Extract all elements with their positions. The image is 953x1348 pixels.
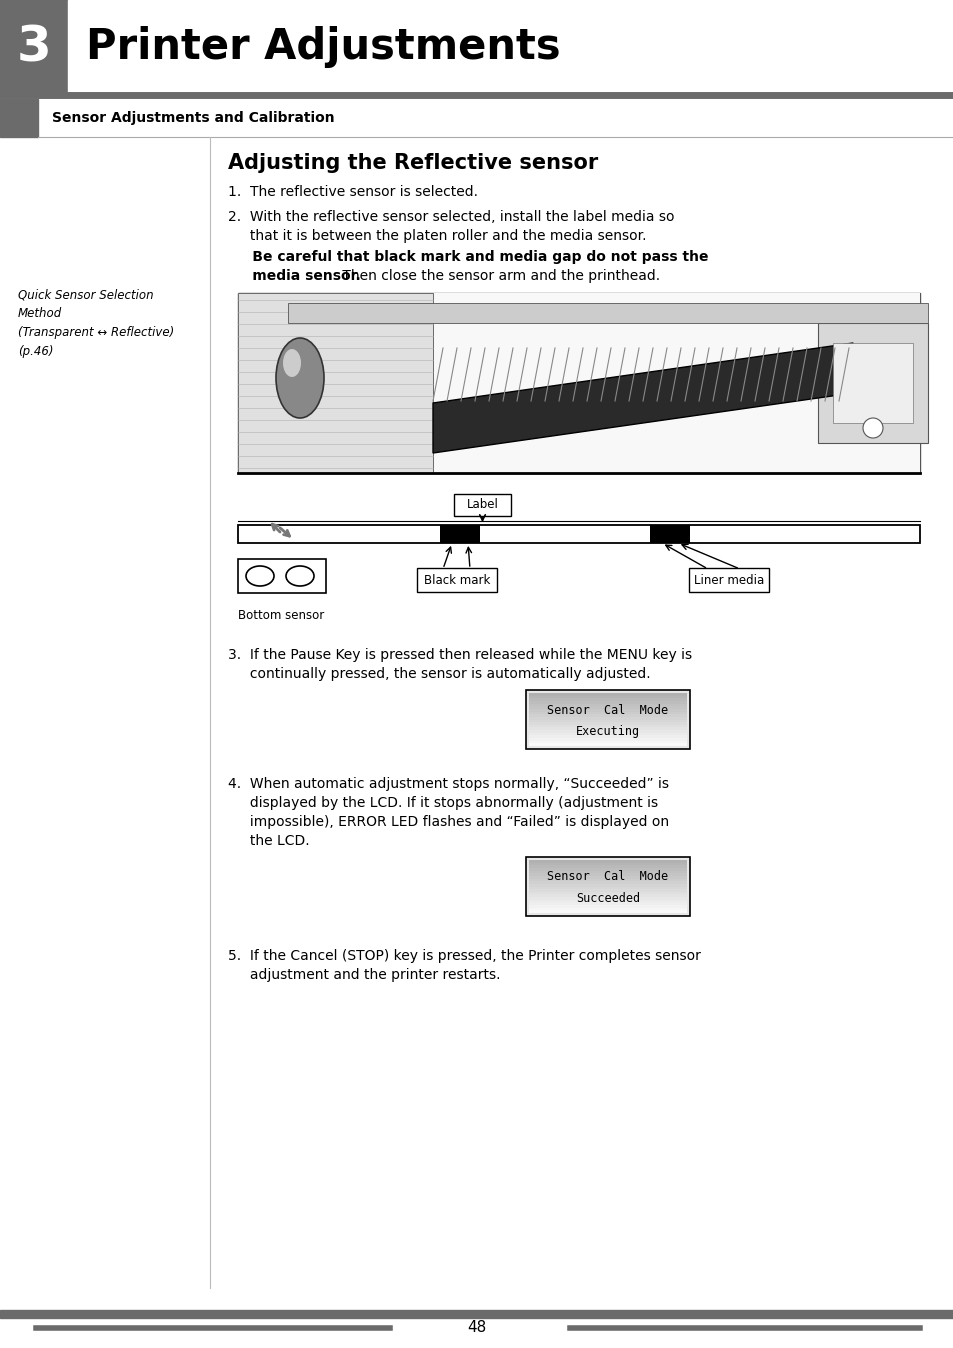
Text: Then close the sensor arm and the printhead.: Then close the sensor arm and the printh… xyxy=(337,268,659,283)
Text: 1.  The reflective sensor is selected.: 1. The reflective sensor is selected. xyxy=(228,185,477,200)
Bar xyxy=(0,98,38,137)
Bar xyxy=(529,701,686,704)
Text: Quick Sensor Selection
Method
(Transparent ↔ Reflective)
(p.46): Quick Sensor Selection Method (Transpare… xyxy=(18,288,174,359)
Text: Executing: Executing xyxy=(576,724,639,737)
Bar xyxy=(529,871,686,874)
Ellipse shape xyxy=(283,349,301,377)
Text: continually pressed, the sensor is automatically adjusted.: continually pressed, the sensor is autom… xyxy=(228,667,650,681)
Text: the LCD.: the LCD. xyxy=(228,834,310,848)
Bar xyxy=(529,740,686,743)
Text: 4.  When automatic adjustment stops normally, “Succeeded” is: 4. When automatic adjustment stops norma… xyxy=(228,776,668,791)
Bar xyxy=(237,293,919,473)
Polygon shape xyxy=(433,342,852,453)
Ellipse shape xyxy=(286,566,314,586)
Bar xyxy=(529,723,686,725)
Text: Printer Adjustments: Printer Adjustments xyxy=(86,27,560,69)
Bar xyxy=(529,698,686,701)
Bar xyxy=(529,725,686,728)
Bar xyxy=(529,865,686,868)
Text: Sensor  Cal  Mode: Sensor Cal Mode xyxy=(547,871,668,883)
Bar xyxy=(529,731,686,733)
Text: 5.  If the Cancel (STOP) key is pressed, the Printer completes sensor: 5. If the Cancel (STOP) key is pressed, … xyxy=(228,949,700,962)
Text: Adjusting the Reflective sensor: Adjusting the Reflective sensor xyxy=(228,154,598,173)
Bar xyxy=(237,293,433,473)
Text: 48: 48 xyxy=(467,1321,486,1336)
Text: Black mark: Black mark xyxy=(423,573,490,586)
FancyBboxPatch shape xyxy=(688,568,768,592)
Bar xyxy=(529,712,686,714)
Bar xyxy=(529,884,686,887)
Text: Label: Label xyxy=(466,499,497,511)
Text: adjustment and the printer restarts.: adjustment and the printer restarts. xyxy=(228,968,500,981)
Bar xyxy=(529,717,686,720)
Bar xyxy=(529,892,686,895)
Bar xyxy=(529,720,686,723)
Bar xyxy=(817,324,927,443)
Bar xyxy=(529,736,686,739)
Bar xyxy=(529,743,686,745)
Bar xyxy=(529,704,686,706)
Bar xyxy=(529,890,686,892)
Text: Succeeded: Succeeded xyxy=(576,891,639,905)
Bar xyxy=(529,868,686,871)
Bar xyxy=(529,863,686,865)
Bar xyxy=(529,714,686,717)
Text: 3.  If the Pause Key is pressed then released while the MENU key is: 3. If the Pause Key is pressed then rele… xyxy=(228,648,691,662)
Text: media sensor.: media sensor. xyxy=(228,268,360,283)
FancyBboxPatch shape xyxy=(525,690,689,749)
Bar xyxy=(529,898,686,899)
Text: impossible), ERROR LED flashes and “Failed” is displayed on: impossible), ERROR LED flashes and “Fail… xyxy=(228,816,668,829)
Bar xyxy=(439,524,479,543)
Bar xyxy=(529,907,686,910)
Bar xyxy=(529,709,686,712)
Bar xyxy=(68,0,953,94)
Text: 2.  With the reflective sensor selected, install the label media so: 2. With the reflective sensor selected, … xyxy=(228,210,674,224)
Bar xyxy=(529,706,686,709)
Text: 3: 3 xyxy=(16,23,51,71)
Bar xyxy=(529,902,686,905)
Bar xyxy=(529,910,686,913)
Bar xyxy=(529,739,686,740)
Text: Sensor  Cal  Mode: Sensor Cal Mode xyxy=(547,704,668,717)
FancyBboxPatch shape xyxy=(237,559,326,593)
Bar xyxy=(529,899,686,902)
Bar xyxy=(529,905,686,907)
Bar xyxy=(529,882,686,884)
Text: Liner media: Liner media xyxy=(693,573,763,586)
Text: Bottom sensor: Bottom sensor xyxy=(237,609,324,621)
Ellipse shape xyxy=(246,566,274,586)
Bar xyxy=(0,0,953,94)
Text: Sensor Adjustments and Calibration: Sensor Adjustments and Calibration xyxy=(52,111,335,125)
Bar xyxy=(529,887,686,890)
Bar xyxy=(529,876,686,879)
Ellipse shape xyxy=(275,338,324,418)
Text: that it is between the platen roller and the media sensor.: that it is between the platen roller and… xyxy=(228,229,646,243)
FancyBboxPatch shape xyxy=(525,857,689,917)
Bar xyxy=(832,342,912,423)
Bar xyxy=(529,733,686,736)
Bar xyxy=(529,696,686,698)
Text: Be careful that black mark and media gap do not pass the: Be careful that black mark and media gap… xyxy=(228,249,708,264)
Bar xyxy=(288,303,927,324)
Bar xyxy=(529,693,686,696)
Bar xyxy=(237,293,919,473)
Bar xyxy=(529,895,686,898)
Bar xyxy=(529,874,686,876)
Bar xyxy=(237,524,919,543)
Text: displayed by the LCD. If it stops abnormally (adjustment is: displayed by the LCD. If it stops abnorm… xyxy=(228,797,658,810)
Bar xyxy=(529,728,686,731)
FancyBboxPatch shape xyxy=(454,493,511,516)
Bar xyxy=(529,879,686,882)
Bar xyxy=(529,860,686,863)
FancyBboxPatch shape xyxy=(416,568,497,592)
Bar xyxy=(0,1310,953,1318)
Circle shape xyxy=(862,418,882,438)
Bar xyxy=(649,524,689,543)
